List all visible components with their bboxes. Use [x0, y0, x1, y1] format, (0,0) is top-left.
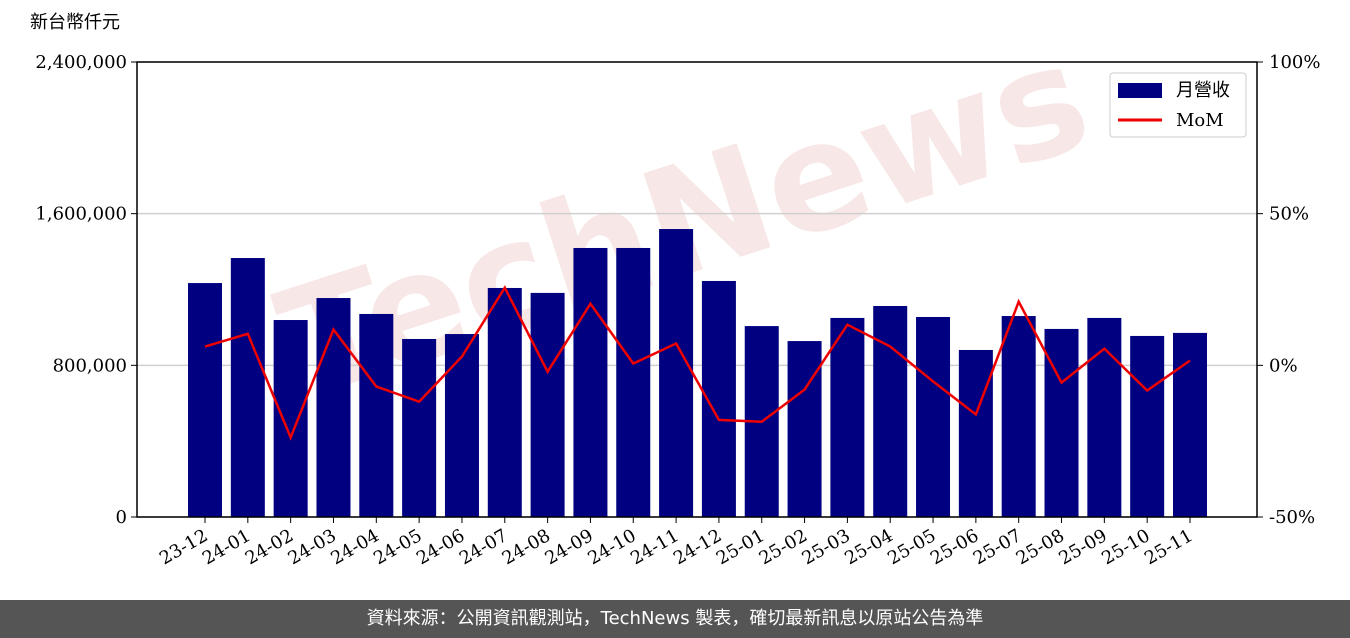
bar — [273, 320, 308, 517]
bar — [659, 229, 694, 517]
bar — [616, 247, 651, 517]
x-tick-label: 24-08 — [499, 525, 554, 569]
x-tick-label: 24-03 — [285, 525, 340, 569]
bar — [1130, 335, 1165, 517]
bar — [916, 316, 951, 517]
x-tick-label: 25-11 — [1141, 525, 1196, 569]
bar — [230, 258, 265, 517]
legend-label: 月營收 — [1176, 80, 1230, 101]
bar — [530, 292, 565, 517]
bar — [1173, 332, 1207, 517]
x-tick-label: 25-01 — [713, 525, 768, 569]
x-tick-label: 25-09 — [1055, 525, 1110, 569]
bar — [487, 287, 522, 517]
y2-tick-label: 50% — [1269, 204, 1309, 225]
bar — [444, 334, 479, 517]
x-tick-label: 24-10 — [584, 525, 639, 569]
bar — [1044, 328, 1079, 517]
x-tick-label: 24-02 — [242, 525, 297, 569]
bar — [830, 317, 865, 517]
line — [204, 285, 1191, 441]
x-tick-label: 24-09 — [541, 525, 596, 569]
x-tick-label: 25-05 — [884, 525, 939, 569]
bar — [359, 313, 394, 517]
y-tick-label: 1,600,000 — [35, 204, 127, 225]
x-tick-label: 25-10 — [1098, 525, 1153, 569]
y-axis-label: 新台幣仟元 — [30, 12, 120, 33]
x-tick-label: 24-12 — [670, 525, 725, 569]
legend-label: MoM — [1176, 110, 1224, 131]
x-tick-label: 24-06 — [413, 525, 468, 569]
x-tick-label: 25-07 — [970, 525, 1025, 569]
bar — [873, 305, 908, 517]
x-tick-label: 23-12 — [156, 525, 211, 569]
x-tick-label: 25-06 — [927, 525, 982, 569]
x-tick-label: 25-08 — [1013, 525, 1068, 569]
x-tick-label: 24-11 — [627, 525, 682, 569]
bar — [573, 247, 608, 517]
plot-frame — [136, 61, 1258, 518]
bar — [958, 349, 993, 517]
x-tick-label: 24-05 — [370, 525, 425, 569]
bar — [188, 283, 222, 517]
y-tick-label: 0 — [116, 507, 127, 528]
y-tick-label: 800,000 — [53, 355, 127, 376]
x-tick-label: 24-04 — [327, 525, 382, 569]
x-tick-label: 24-07 — [456, 525, 511, 569]
bar — [787, 341, 822, 517]
bar — [1001, 316, 1036, 517]
x-tick-label: 25-02 — [756, 525, 811, 569]
bar — [1087, 317, 1122, 517]
y-tick-label: 2,400,000 — [35, 52, 127, 73]
bar — [316, 298, 351, 517]
chart: 新台幣仟元 TechNews 0800,0001,600,0002,400,00… — [30, 10, 1320, 570]
x-tick-label: 25-04 — [841, 525, 896, 569]
y2-tick-label: 0% — [1269, 355, 1298, 376]
y2-tick-label: 100% — [1269, 52, 1320, 73]
x-tick-label: 24-01 — [199, 525, 254, 569]
footer: 資料來源：公開資訊觀測站，TechNews 製表，確切最新訊息以原站公告為準 — [0, 600, 1350, 638]
x-tick-label: 25-03 — [798, 525, 853, 569]
y2-tick-label: -50% — [1269, 507, 1315, 528]
legend-swatch — [1118, 83, 1162, 98]
bar — [402, 338, 437, 517]
